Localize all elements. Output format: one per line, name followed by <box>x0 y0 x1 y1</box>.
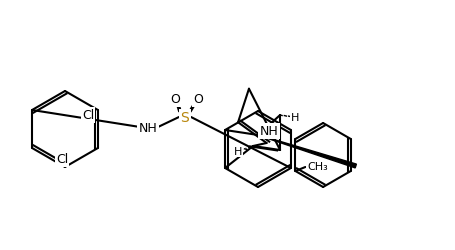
Text: H: H <box>290 112 298 122</box>
Text: Cl: Cl <box>81 109 94 122</box>
Text: H: H <box>233 146 242 156</box>
Text: S: S <box>180 110 189 124</box>
Text: O: O <box>192 93 202 106</box>
Polygon shape <box>258 135 356 168</box>
Text: CH₃: CH₃ <box>307 161 328 171</box>
Text: NH: NH <box>259 125 278 138</box>
Text: Cl: Cl <box>56 153 68 166</box>
Text: NH: NH <box>138 121 157 134</box>
Text: O: O <box>170 93 180 106</box>
